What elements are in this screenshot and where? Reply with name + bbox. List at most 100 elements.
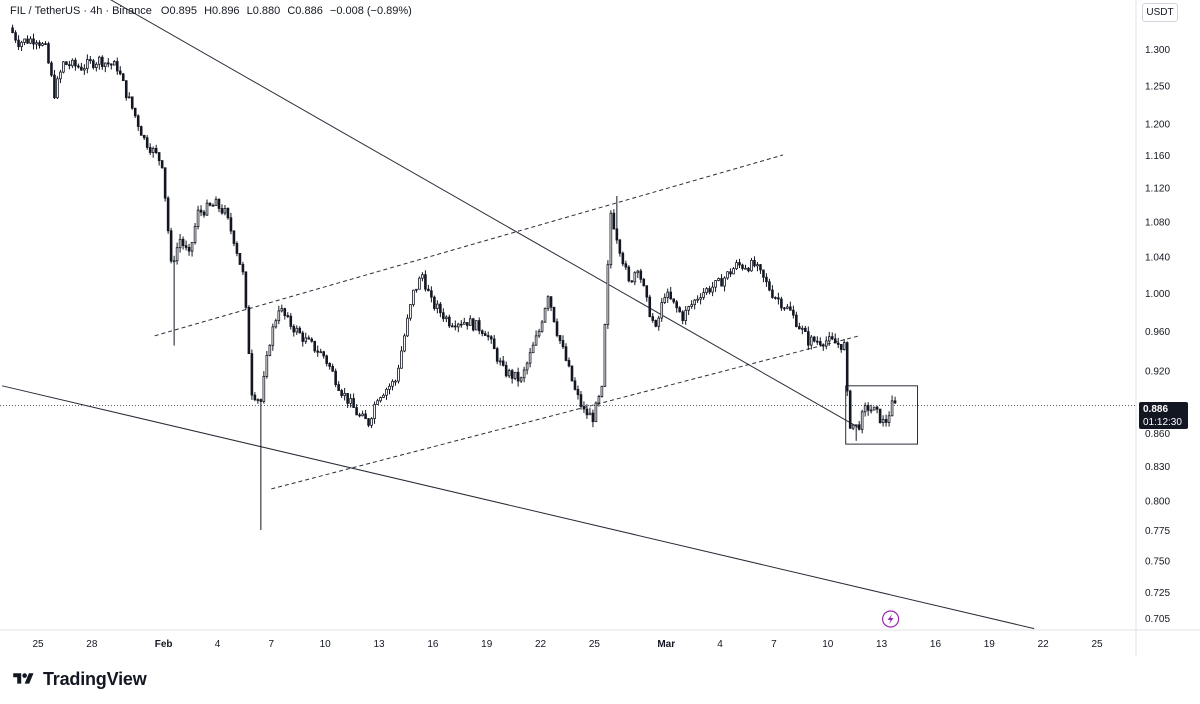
- price-chart[interactable]: 1.3501.3001.2501.2001.1601.1201.0801.040…: [0, 0, 1200, 656]
- candle-body: [480, 330, 484, 335]
- candle-body: [112, 61, 116, 66]
- high-value: H0.896: [204, 5, 240, 17]
- candle-body: [513, 371, 517, 379]
- candle-body: [89, 59, 92, 62]
- y-tick-label: 1.080: [1145, 217, 1170, 228]
- chart-area[interactable]: 1.3501.3001.2501.2001.1601.1201.0801.040…: [0, 0, 1200, 656]
- candle-body: [821, 344, 825, 347]
- drawings-layer: [0, 0, 1136, 630]
- candle-body: [489, 336, 493, 340]
- candle-body: [555, 321, 559, 336]
- candle-body: [38, 42, 41, 46]
- candle-body: [361, 413, 364, 417]
- candle-body: [678, 307, 681, 313]
- candle-body: [226, 207, 230, 219]
- candle-body: [519, 377, 523, 382]
- candle-body: [732, 268, 735, 275]
- x-tick-label: 28: [86, 639, 98, 650]
- x-tick-label: 13: [373, 639, 385, 650]
- y-tick-label: 1.120: [1145, 184, 1170, 195]
- candle-body: [208, 202, 212, 206]
- candle-body: [663, 297, 667, 303]
- candle-body: [810, 336, 813, 346]
- candle-body: [310, 338, 314, 342]
- candle-body: [101, 56, 104, 68]
- candle-body: [516, 371, 520, 382]
- candle-body: [720, 278, 723, 287]
- candle-body: [878, 408, 882, 424]
- candle-body: [154, 147, 158, 154]
- candle-body: [319, 351, 322, 354]
- candle-body: [373, 404, 376, 419]
- tradingview-logo[interactable]: TradingView: [10, 668, 147, 690]
- candle-body: [777, 297, 780, 300]
- candle-body: [687, 306, 690, 311]
- candle-body: [696, 298, 699, 301]
- candle-body: [355, 407, 358, 416]
- candle-body: [866, 405, 870, 411]
- candle-body: [44, 43, 47, 46]
- candle-body: [681, 311, 684, 321]
- candle-body: [460, 323, 463, 326]
- candle-body: [789, 306, 792, 311]
- candle-body: [163, 167, 167, 199]
- candle-body: [115, 61, 119, 72]
- candle-body: [107, 62, 110, 65]
- candle-body: [783, 307, 786, 310]
- candle-body: [735, 262, 738, 270]
- candle-body: [80, 66, 83, 71]
- candle-body: [277, 310, 281, 322]
- candle-body: [340, 390, 343, 396]
- candle-body: [672, 298, 675, 303]
- candle-body: [570, 365, 574, 382]
- candle-body: [217, 198, 221, 209]
- candle-body: [145, 137, 149, 148]
- candle-body: [235, 243, 239, 254]
- candle-body: [181, 238, 185, 247]
- candle-body: [56, 78, 59, 99]
- candle-body: [711, 286, 714, 293]
- candle-body: [262, 375, 266, 402]
- candle-body: [591, 412, 595, 423]
- candle-body: [77, 65, 80, 68]
- candle-body: [47, 43, 50, 64]
- candle-body: [74, 59, 77, 67]
- candle-body: [714, 280, 717, 288]
- candle-body: [609, 212, 613, 266]
- candle-body: [133, 107, 137, 117]
- candle-body: [642, 278, 646, 287]
- candle-body: [17, 39, 20, 48]
- currency-button[interactable]: USDT: [1142, 3, 1178, 22]
- candle-body: [391, 380, 394, 387]
- symbol-name[interactable]: FIL / TetherUS · 4h · Binance: [10, 5, 152, 17]
- candle-body: [851, 424, 855, 429]
- candle-body: [127, 96, 131, 99]
- candle-body: [807, 331, 810, 346]
- y-tick-label: 0.830: [1145, 462, 1170, 473]
- candle-body: [250, 353, 254, 396]
- candle-body: [633, 272, 637, 283]
- candle-body: [280, 308, 284, 312]
- y-tick-label: 0.960: [1145, 327, 1170, 338]
- candle-body: [83, 68, 86, 71]
- candle-body: [289, 315, 293, 327]
- candle-body: [202, 211, 206, 216]
- candle-body: [567, 360, 571, 367]
- candle-body: [723, 277, 726, 287]
- candle-body: [860, 411, 864, 430]
- candle-body: [427, 288, 430, 292]
- candle-body: [220, 208, 224, 214]
- candle-body: [451, 325, 454, 328]
- symbol-legend[interactable]: FIL / TetherUS · 4h · Binance O0.895 H0.…: [10, 5, 412, 17]
- candle-body: [104, 62, 107, 68]
- candle-body: [510, 370, 514, 379]
- close-value: C0.886: [287, 5, 323, 17]
- candle-body: [205, 202, 209, 216]
- candle-body: [388, 385, 391, 390]
- y-tick-label: 0.705: [1145, 614, 1170, 625]
- candle-body: [307, 337, 311, 340]
- candle-body: [729, 271, 732, 275]
- candle-body: [612, 212, 616, 230]
- candle-body: [854, 424, 858, 427]
- candle-body: [780, 298, 783, 309]
